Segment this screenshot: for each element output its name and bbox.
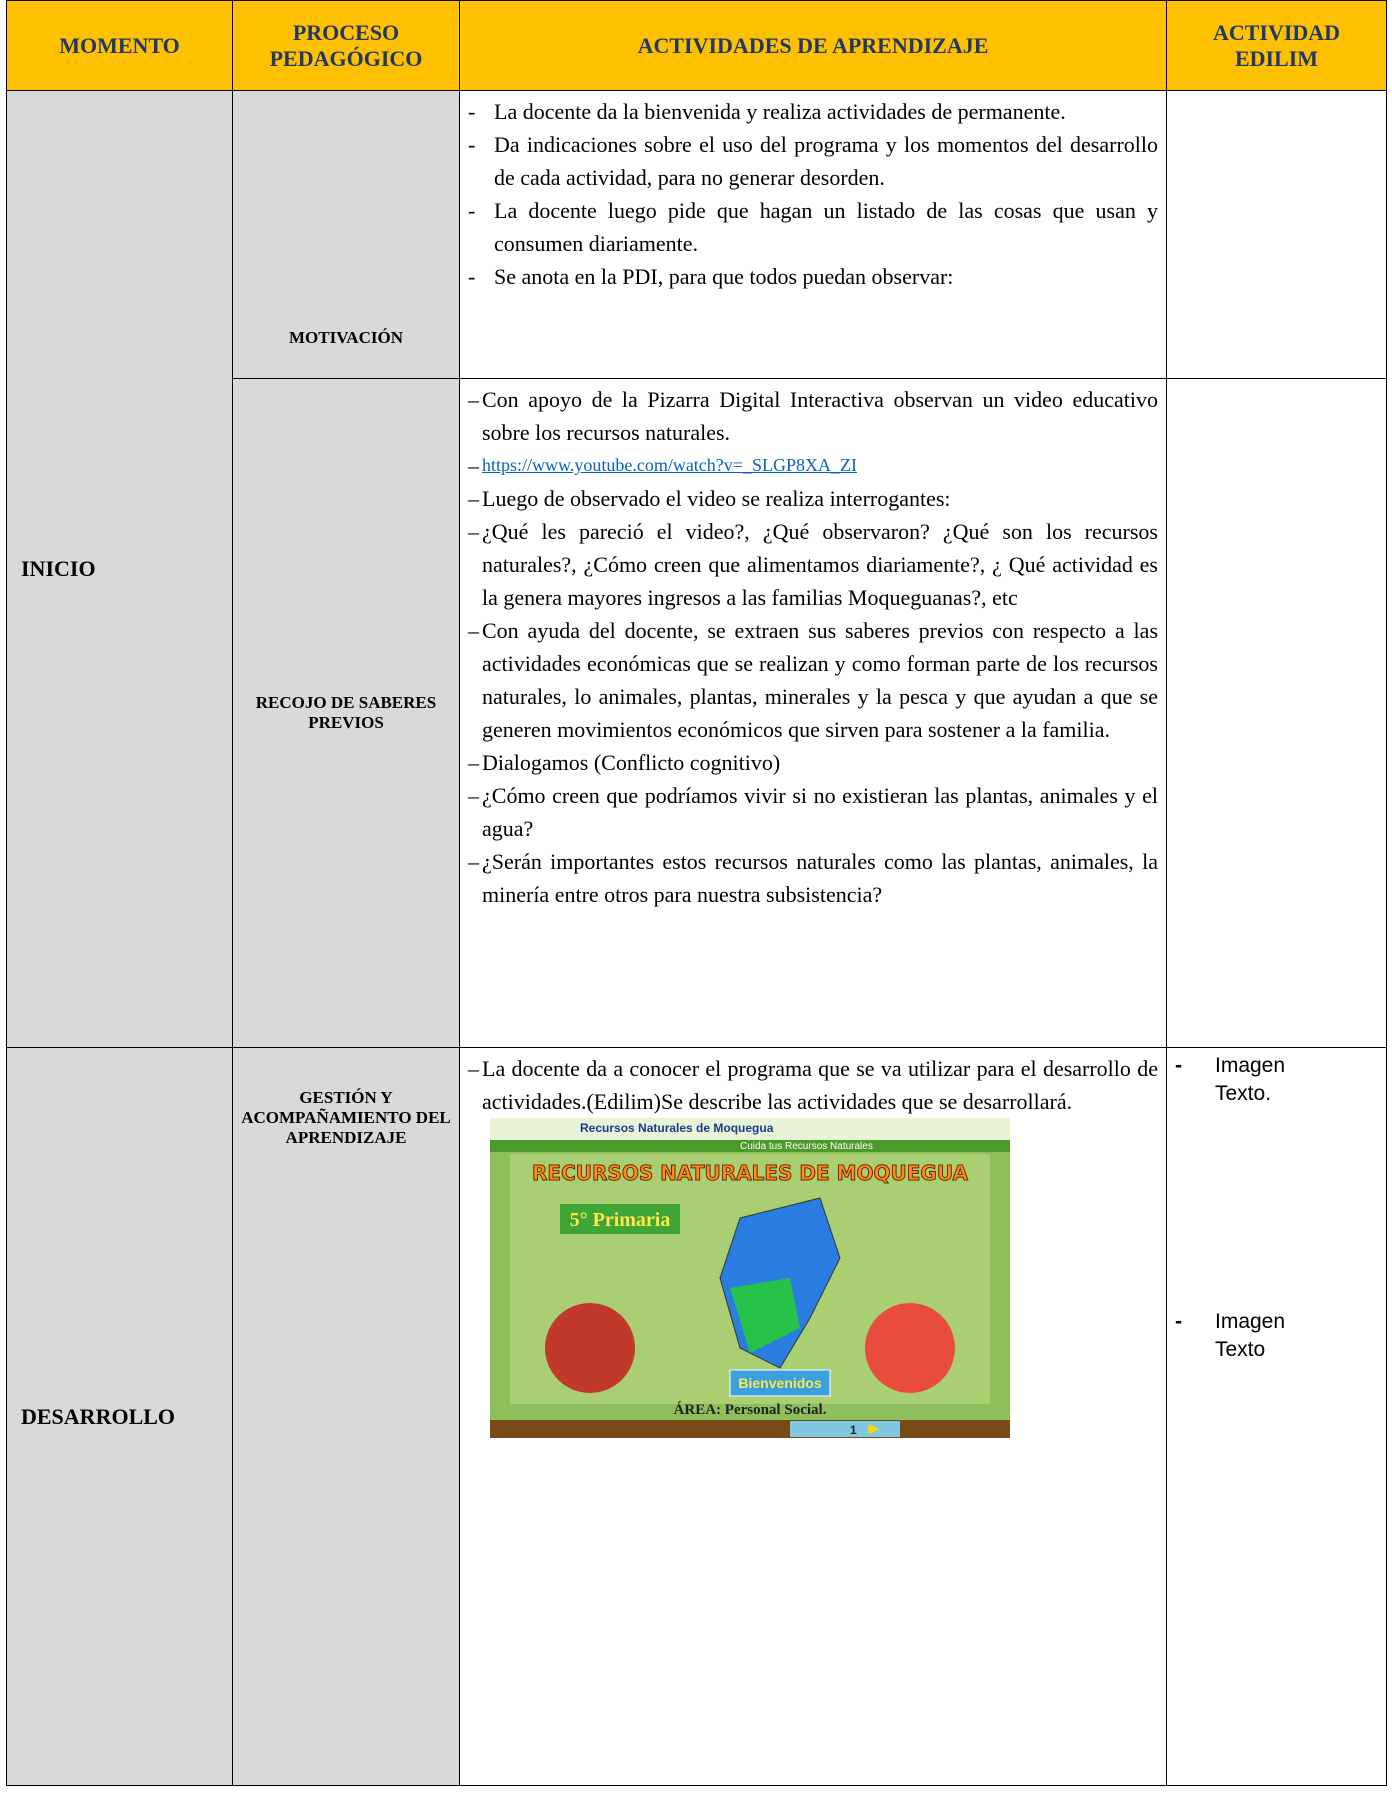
actividades: – Con apoyo de la Pizarra Digital Interac… (459, 378, 1167, 1048)
button-text: Bienvenidos (738, 1375, 821, 1391)
proceso: GESTIÓN Y ACOMPAÑAMIENTO DEL APRENDIZAJE (232, 1047, 460, 1786)
bullet: – (468, 849, 479, 874)
subbanner-text: Cuida tus Recursos Naturales (740, 1141, 873, 1152)
grade-text: 5° Primaria (570, 1209, 671, 1231)
momento: DESARROLLO (6, 1047, 233, 1786)
footer-nav (790, 1421, 900, 1437)
bullet: – (468, 783, 479, 808)
area-text: ÁREA: Personal Social. (674, 1401, 827, 1418)
list-item: – ¿Serán importantes estos recursos natur… (468, 845, 1158, 911)
button (729, 1369, 831, 1397)
bullet: - (1175, 1310, 1182, 1333)
actividades: - La docente da la bienvenida y realiza a… (459, 90, 1167, 379)
figure (545, 1303, 635, 1393)
lesson-table: MOMENTO PROCESO PEDAGÓGICO ACTIVIDADES D… (6, 0, 1387, 1786)
proceso: MOTIVACIÓN (232, 90, 460, 379)
grade-box (560, 1204, 680, 1234)
item-text: Dialogamos (Conflicto cognitivo) (482, 750, 781, 775)
item-text: La docente da la bienvenida y realiza ac… (494, 99, 1066, 124)
bullet: – (468, 618, 479, 643)
bullet: – (468, 387, 479, 412)
bullet: – (468, 486, 479, 511)
bullet: - (1175, 1054, 1182, 1077)
list-item: - La docente da la bienvenida y realiza a… (468, 95, 1158, 128)
link[interactable]: https://www.youtube.com/watch?v=_SLGP8XA… (482, 455, 857, 475)
list-item: - Se anota en la PDI, para que todos pued… (468, 260, 1158, 293)
list-item: - La docente luego pide que hagan un list… (468, 194, 1158, 260)
actividades: – La docente da a conocer el programa que… (459, 1047, 1167, 1786)
item-text: La docente luego pide que hagan un lista… (494, 198, 1158, 256)
header: ACTIVIDAD EDILIM (1166, 0, 1387, 91)
bullet: - (468, 132, 476, 157)
list-item: – ¿Qué les pareció el video?, ¿Qué observ… (468, 515, 1158, 614)
bullet: – (468, 519, 479, 544)
edilim-screenshot: Recursos Naturales de Moquegua Cuida tus … (490, 1118, 1010, 1438)
edilim: - Imagen Texto. - Imagen Texto (1166, 1047, 1387, 1786)
header: PROCESO PEDAGÓGICO (232, 0, 460, 91)
header: MOMENTO (6, 0, 233, 91)
item-text: Con ayuda del docente, se extraen sus sa… (482, 618, 1158, 742)
item-text: Da indicaciones sobre el uso del program… (494, 132, 1158, 190)
item-text: Con apoyo de la Pizarra Digital Interact… (482, 387, 1158, 445)
banner-text: Recursos Naturales de Moquegua (580, 1121, 774, 1135)
play (868, 1424, 880, 1434)
map-green (730, 1278, 800, 1353)
item-text: Imagen Texto (1215, 1310, 1286, 1361)
item-text: ¿Serán importantes estos recursos natura… (482, 849, 1158, 907)
figure (865, 1303, 955, 1393)
momento: INICIO (6, 90, 233, 1048)
bullet: - (468, 99, 476, 124)
edilim (1166, 90, 1387, 379)
bullet: - (468, 264, 476, 289)
item-text: Se anota en la PDI, para que todos pueda… (494, 264, 954, 289)
list-item: – Luego de observado el video se realiza … (468, 482, 1158, 515)
edilim (1166, 378, 1387, 1048)
list-item: - Da indicaciones sobre el uso del progra… (468, 128, 1158, 194)
list-item: – Con apoyo de la Pizarra Digital Interac… (468, 383, 1158, 449)
list-item: – https://www.youtube.com/watch?v=_SLGP8X… (468, 449, 1158, 482)
image-title: RECURSOS NATURALES DE MOQUEGUA (532, 1161, 968, 1185)
bullet: – (468, 1056, 479, 1081)
item-text: ¿Qué les pareció el video?, ¿Qué observa… (482, 519, 1158, 610)
bullet: – (468, 750, 479, 775)
list-item: – ¿Cómo creen que podríamos vivir si no e… (468, 779, 1158, 845)
footer (490, 1420, 1010, 1438)
banner-green (490, 1140, 1010, 1152)
list-item: – Dialogamos (Conflicto cognitivo) (468, 746, 1158, 779)
item-text: Luego de observado el video se realiza i… (482, 486, 951, 511)
item-text: La docente da a conocer el programa que … (482, 1056, 1158, 1114)
item-text: Imagen Texto. (1215, 1054, 1286, 1105)
bullet: – (468, 453, 479, 478)
list-item: - Imagen Texto. (1175, 1052, 1378, 1108)
proceso: RECOJO DE SABERES PREVIOS (232, 378, 460, 1048)
list-item: – Con ayuda del docente, se extraen sus s… (468, 614, 1158, 746)
header: ACTIVIDADES DE APRENDIZAJE (459, 0, 1167, 91)
list-item: - Imagen Texto (1175, 1308, 1378, 1364)
item-text: ¿Cómo creen que podríamos vivir si no ex… (482, 783, 1158, 841)
bullet: - (468, 198, 476, 223)
list-item: – La docente da a conocer el programa que… (468, 1052, 1158, 1118)
page-number: 1 (850, 1423, 857, 1437)
